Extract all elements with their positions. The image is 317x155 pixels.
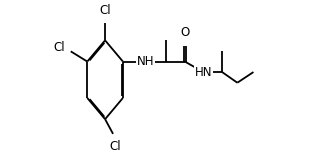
Text: HN: HN [195,66,212,79]
Text: Cl: Cl [99,4,111,17]
Text: Cl: Cl [54,42,65,54]
Text: NH: NH [137,55,154,68]
Text: Cl: Cl [109,140,121,153]
Text: O: O [180,26,189,39]
